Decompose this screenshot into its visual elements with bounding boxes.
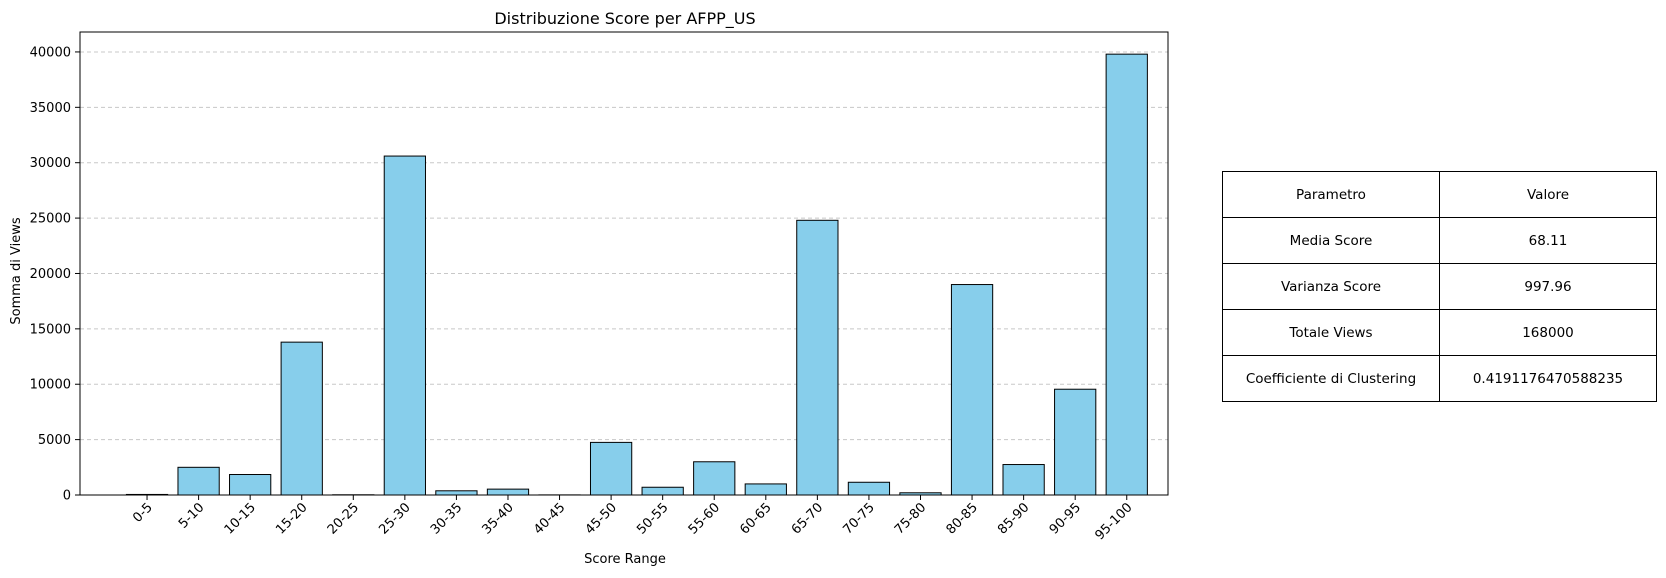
stats-table: Parametro Valore Media Score 68.11 Varianza … [1222, 171, 1657, 402]
table-row: Totale Views 168000 [1222, 309, 1657, 356]
y-tick-label: 25000 [30, 212, 71, 227]
y-tick-label: 20000 [30, 267, 71, 282]
x-tick-label: 35-40 [479, 500, 516, 537]
bar [847, 481, 891, 496]
bar [1054, 388, 1097, 496]
x-axis-label: Score Range [584, 552, 666, 567]
x-tick-label: 65-70 [789, 500, 826, 537]
bar [693, 461, 736, 496]
x-tick-label: 90-95 [1047, 500, 1084, 537]
x-tick-label: 50-55 [634, 500, 671, 537]
bar [1105, 53, 1148, 496]
x-tick-label: 20-25 [325, 500, 362, 537]
x-ticks: 0-5 5-10 10-15 15-20 20-25 25-30 30-35 35-40 40-… [130, 495, 1136, 543]
x-tick-label: 80-85 [944, 500, 981, 537]
table-header-row: Parametro Valore [1222, 171, 1657, 218]
param-cell: Varianza Score [1222, 263, 1440, 310]
bar [950, 284, 994, 496]
bar [744, 483, 787, 496]
y-tick-label: 0 [63, 489, 71, 504]
bar [280, 341, 323, 496]
x-tick-label: 15-20 [273, 500, 310, 537]
y-tick-label: 30000 [30, 156, 71, 171]
bar [796, 219, 839, 496]
value-cell: 0.4191176470588235 [1439, 355, 1657, 402]
y-tick-label: 10000 [30, 378, 71, 393]
y-tick-label: 5000 [38, 433, 71, 448]
bar [641, 486, 684, 496]
x-tick-label: 85-90 [995, 500, 1032, 537]
table-row: Coefficiente di Clustering 0.419117647058… [1222, 355, 1657, 402]
y-axis-label: Somma di Views [9, 217, 24, 324]
x-tick-label: 30-35 [428, 500, 465, 537]
bar [435, 490, 478, 496]
bar [486, 488, 530, 496]
x-tick-label: 40-45 [531, 500, 568, 537]
x-tick-label: 55-60 [686, 500, 723, 537]
x-tick-label: 95-100 [1092, 500, 1135, 543]
y-tick-label: 40000 [30, 45, 71, 60]
bars [125, 53, 1148, 496]
table-row: Varianza Score 997.96 [1222, 263, 1657, 310]
y-tick-label: 15000 [30, 322, 71, 337]
bar [383, 155, 426, 496]
table-header-cell: Valore [1439, 171, 1657, 218]
x-tick-label: 5-10 [176, 500, 207, 531]
x-tick-label: 10-15 [222, 500, 259, 537]
param-cell: Coefficiente di Clustering [1222, 355, 1440, 402]
table-row: Media Score 68.11 [1222, 217, 1657, 264]
grid-lines [80, 51, 1168, 496]
x-tick-label: 70-75 [840, 500, 877, 537]
plot-frame [79, 31, 1169, 496]
param-cell: Media Score [1222, 217, 1440, 264]
x-tick-label: 75-80 [892, 500, 929, 537]
value-cell: 68.11 [1439, 217, 1657, 264]
y-ticks: 0 5000 10000 15000 20000 25000 30000 35000 40000 [30, 45, 80, 504]
bar [589, 441, 633, 496]
value-cell: 997.96 [1439, 263, 1657, 310]
chart-title: Distribuzione Score per AFPP_US [494, 9, 755, 29]
x-tick-label: 25-30 [376, 500, 413, 537]
bar-chart: Distribuzione Score per AFPP_US Somma di… [9, 9, 1169, 567]
param-cell: Totale Views [1222, 309, 1440, 356]
x-tick-label: 45-50 [583, 500, 620, 537]
bar [177, 466, 220, 496]
bar [1002, 464, 1045, 496]
y-tick-label: 35000 [30, 101, 71, 116]
x-tick-label: 60-65 [737, 500, 774, 537]
x-tick-label: 0-5 [130, 500, 156, 526]
value-cell: 168000 [1439, 309, 1657, 356]
bar [229, 474, 272, 496]
table-header-cell: Parametro [1222, 171, 1440, 218]
